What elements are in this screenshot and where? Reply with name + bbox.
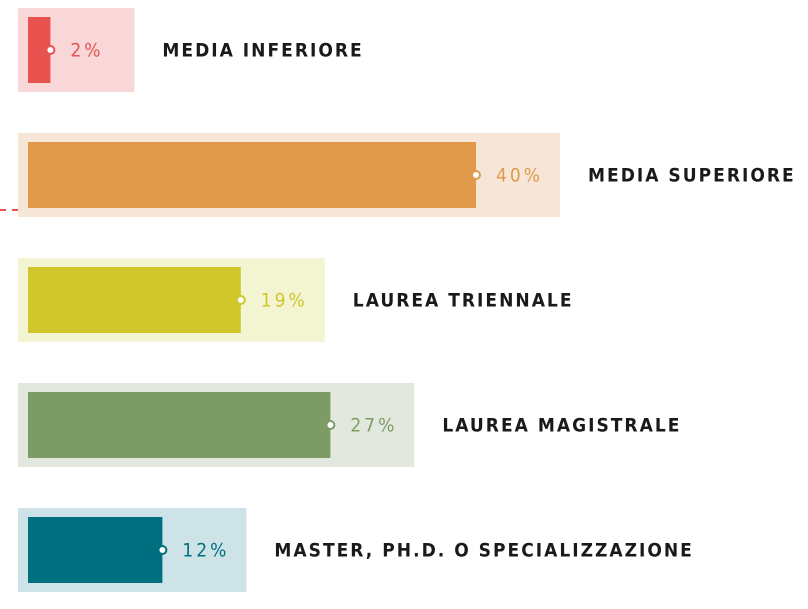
bar-end-dot — [157, 545, 168, 555]
bar — [28, 142, 476, 208]
category-label: MEDIA INFERIORE — [162, 40, 363, 62]
bar-end-dot — [235, 295, 246, 305]
bar — [28, 267, 241, 333]
value-label: 27% — [350, 415, 397, 437]
bar-end-dot — [45, 45, 56, 55]
value-label: 12% — [182, 540, 229, 562]
category-label: MASTER, PH.D. O SPECIALIZZAZIONE — [274, 540, 693, 562]
value-label: 2% — [70, 40, 103, 62]
category-label: LAUREA MAGISTRALE — [442, 415, 681, 437]
bar — [28, 392, 331, 458]
category-label: MEDIA SUPERIORE — [588, 165, 796, 187]
value-label: 40% — [496, 165, 543, 187]
bar — [28, 17, 51, 83]
bar-end-dot — [471, 170, 481, 180]
bar-end-dot — [325, 420, 336, 430]
bar — [28, 517, 163, 583]
category-label: LAUREA TRIENNALE — [353, 290, 574, 312]
value-label: 19% — [261, 290, 308, 312]
